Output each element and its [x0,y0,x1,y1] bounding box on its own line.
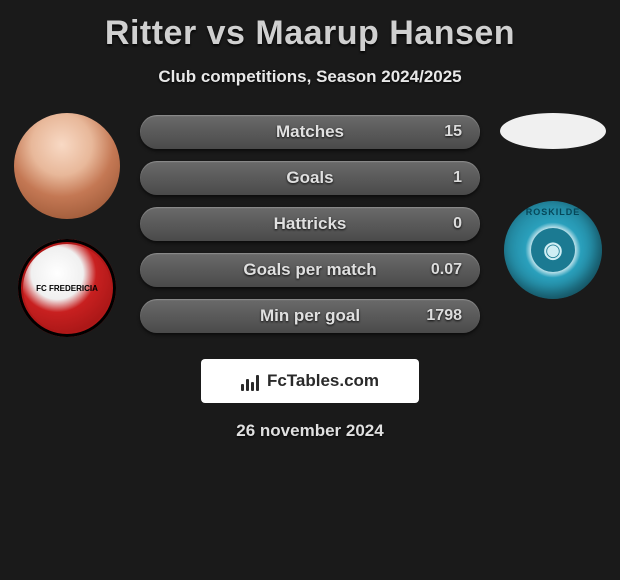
stat-value-right: 1798 [422,307,462,325]
club-badge-right-icon: ◉ [531,228,575,272]
club-badge-right-text: ROSKILDE [504,207,602,217]
player-left-avatar [14,113,120,219]
stats-area: FC FREDERICIA Matches 15 Goals 1 Hattric… [0,113,620,337]
stat-bar-min-per-goal: Min per goal 1798 [140,299,480,333]
chart-icon [241,371,261,391]
stat-rows: Matches 15 Goals 1 Hattricks 0 Goals per… [140,115,480,333]
stat-bar-matches: Matches 15 [140,115,480,149]
stat-value-right: 1 [422,169,462,187]
page-title: Ritter vs Maarup Hansen [0,14,620,53]
subtitle: Club competitions, Season 2024/2025 [0,67,620,87]
player-right-avatar [500,113,606,149]
comparison-card: Ritter vs Maarup Hansen Club competition… [0,0,620,451]
stat-value-right: 15 [422,123,462,141]
date-label: 26 november 2024 [0,421,620,441]
club-badge-left-text: FC FREDERICIA [36,284,98,293]
player-right-column: ROSKILDE ◉ [498,113,608,299]
stat-bar-goals-per-match: Goals per match 0.07 [140,253,480,287]
club-badge-right: ROSKILDE ◉ [504,201,602,299]
player-left-column: FC FREDERICIA [12,113,122,337]
club-badge-left: FC FREDERICIA [18,239,116,337]
branding-text: FcTables.com [267,371,379,391]
stat-value-right: 0 [422,215,462,233]
stat-bar-goals: Goals 1 [140,161,480,195]
stat-bar-hattricks: Hattricks 0 [140,207,480,241]
branding-badge[interactable]: FcTables.com [201,359,419,403]
stat-value-right: 0.07 [422,261,462,279]
